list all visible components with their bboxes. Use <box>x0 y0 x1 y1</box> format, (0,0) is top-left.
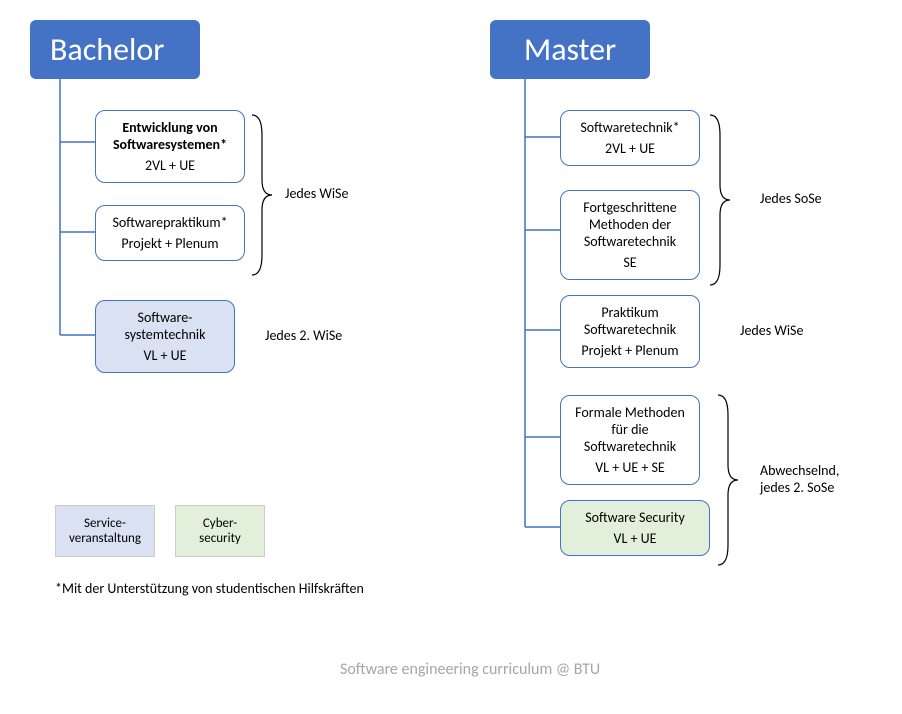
course-title: Formale Methodenfür dieSoftwaretechnik <box>571 404 689 455</box>
annotation-master-alt: Abwechselnd,jedes 2. SoSe <box>760 462 839 496</box>
course-box-master-3: Formale Methodenfür dieSoftwaretechnik V… <box>560 395 700 485</box>
course-sub: 2VL + UE <box>106 157 234 174</box>
course-box-master-1: FortgeschritteneMethoden derSoftwaretech… <box>560 190 700 280</box>
course-sub: VL + UE + SE <box>571 459 689 476</box>
course-title: Software-systemtechnik <box>106 309 224 343</box>
course-sub: Projekt + Plenum <box>571 342 689 359</box>
course-box-bachelor-1: Softwarepraktikum* Projekt + Plenum <box>95 205 245 261</box>
master-header: Master <box>490 20 650 79</box>
legend-cyber: Cyber-security <box>175 505 265 557</box>
course-box-bachelor-2: Software-systemtechnik VL + UE <box>95 300 235 373</box>
caption: Software engineering curriculum @ BTU <box>340 660 600 679</box>
course-title: FortgeschritteneMethoden derSoftwaretech… <box>571 199 689 250</box>
annotation-master-wise: Jedes WiSe <box>740 322 803 339</box>
course-box-master-4: Software Security VL + UE <box>560 500 710 556</box>
course-sub: VL + UE <box>106 347 224 364</box>
bachelor-header: Bachelor <box>30 20 200 79</box>
course-sub: SE <box>571 254 689 271</box>
course-sub: VL + UE <box>571 530 699 547</box>
annotation-bachelor-2wise: Jedes 2. WiSe <box>265 327 342 344</box>
course-title: PraktikumSoftwaretechnik <box>571 304 689 338</box>
annotation-master-sose: Jedes SoSe <box>760 190 822 207</box>
legend-service: Service-veranstaltung <box>55 505 155 557</box>
footnote: *Mit der Unterstützung von studentischen… <box>55 580 364 597</box>
course-title: Softwaretechnik* <box>571 119 689 136</box>
course-sub: Projekt + Plenum <box>106 235 234 252</box>
annotation-bachelor-wise: Jedes WiSe <box>285 185 348 202</box>
course-box-master-2: PraktikumSoftwaretechnik Projekt + Plenu… <box>560 295 700 368</box>
course-sub: 2VL + UE <box>571 140 689 157</box>
course-box-master-0: Softwaretechnik* 2VL + UE <box>560 110 700 166</box>
course-title: Entwicklung vonSoftwaresystemen* <box>106 119 234 153</box>
course-title: Software Security <box>571 509 699 526</box>
course-box-bachelor-0: Entwicklung vonSoftwaresystemen* 2VL + U… <box>95 110 245 183</box>
course-title: Softwarepraktikum* <box>106 214 234 231</box>
